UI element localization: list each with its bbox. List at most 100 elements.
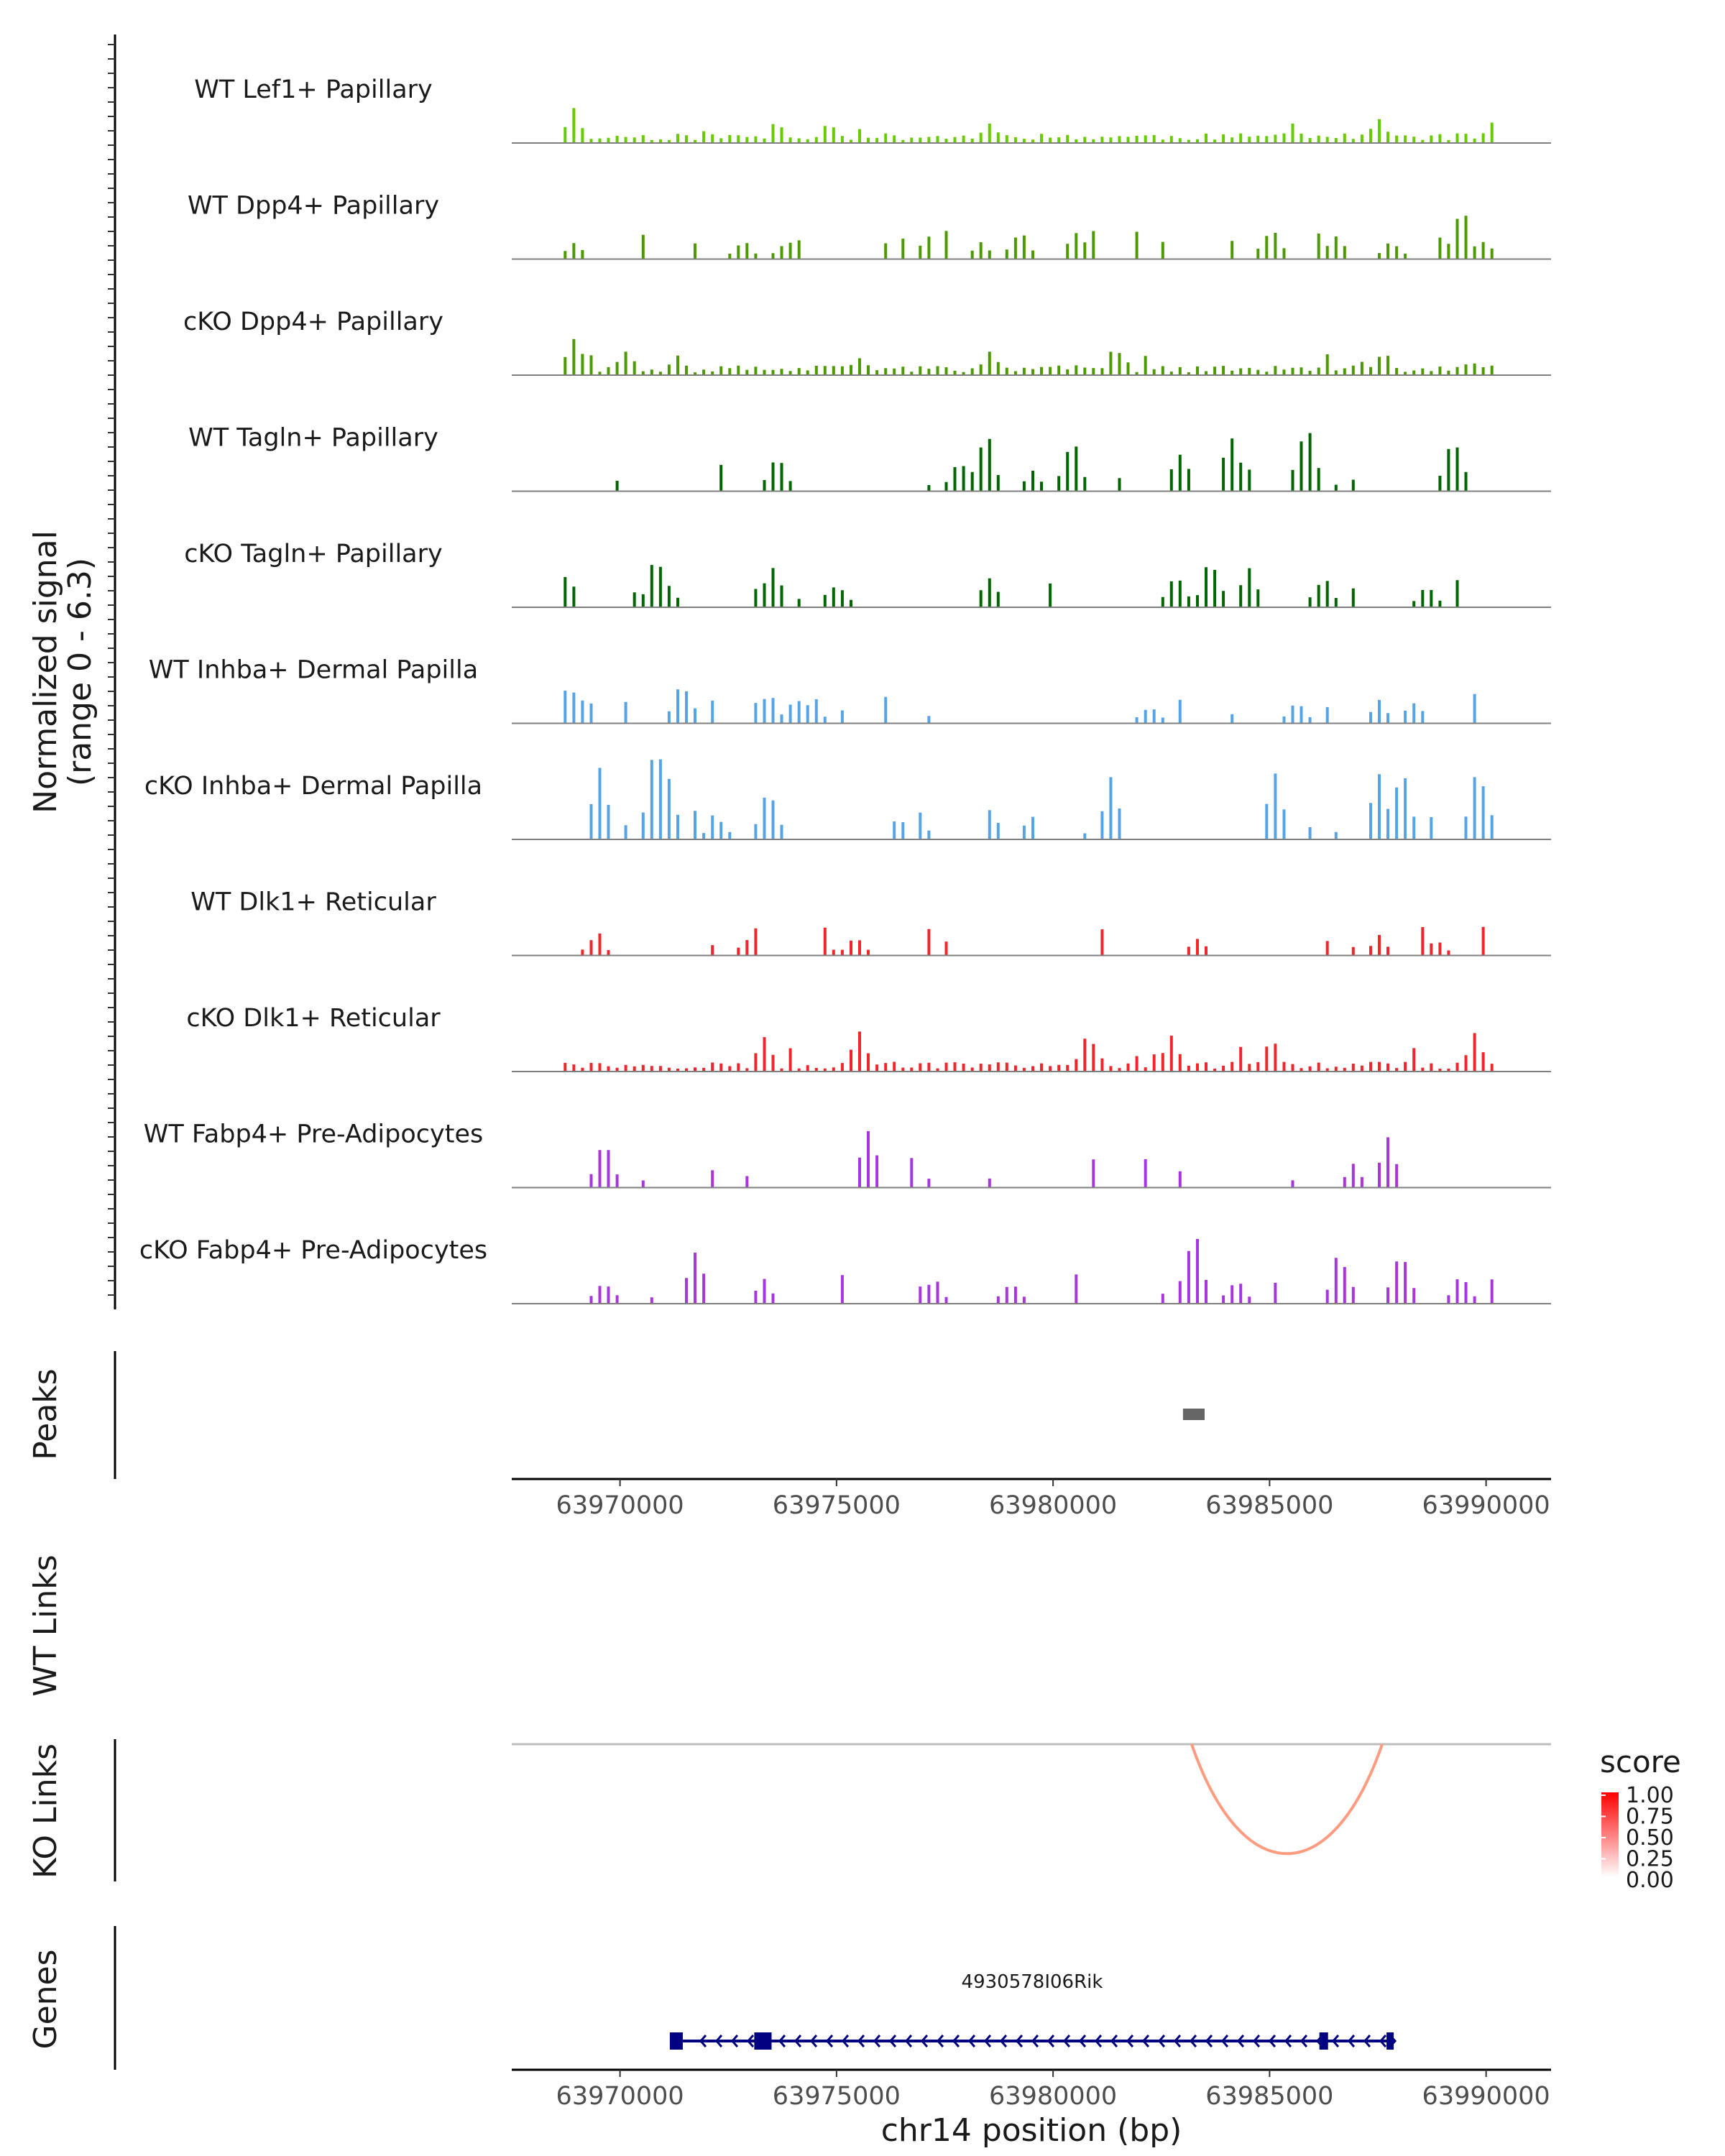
legend-colorbar <box>1601 1792 1619 1877</box>
strand-arrow <box>699 2035 707 2047</box>
strand-arrow <box>936 2035 944 2047</box>
wt-links-label: WT Links <box>27 1554 64 1696</box>
x-ticks-bottom: 63970000 63975000 63980000 63985000 63990000 <box>556 2070 1550 2111</box>
strand-arrow <box>1046 2035 1055 2047</box>
track-label: WT Lef1+ Papillary <box>194 75 433 104</box>
coverage-track: WT Lef1+ Papillary <box>194 75 1551 144</box>
strand-arrow <box>809 2035 818 2047</box>
x-tick-label: 63985000 <box>1205 1491 1333 1520</box>
coverage-track: WT Tagln+ Papillary <box>188 424 1551 492</box>
strand-arrow <box>999 2035 1008 2047</box>
coverage-signal <box>564 338 1495 375</box>
strand-arrow <box>1126 2035 1134 2047</box>
ko-links-label: KO Links <box>27 1743 64 1879</box>
strand-arrow <box>1173 2035 1182 2047</box>
strand-arrow <box>983 2035 992 2047</box>
coverage-signal <box>564 689 1495 724</box>
strand-arrow <box>778 2035 786 2047</box>
strand-arrow <box>825 2035 834 2047</box>
gene-name-label: 4930578I06Rik <box>962 1971 1103 1993</box>
track-label: WT Fabp4+ Pre-Adipocytes <box>144 1120 483 1149</box>
coverage-signal <box>564 108 1495 143</box>
legend-tick-label: 0.25 <box>1626 1847 1674 1872</box>
track-label: cKO Dlk1+ Reticular <box>186 1004 441 1033</box>
gene-exon <box>669 2032 683 2050</box>
strand-arrow <box>1236 2035 1245 2047</box>
legend-tick-label: 0.00 <box>1626 1868 1674 1893</box>
track-label: WT Inhba+ Dermal Papilla <box>149 656 478 685</box>
coverage-track: cKO Inhba+ Dermal Papilla <box>144 759 1551 840</box>
gene-exon <box>754 2032 772 2050</box>
coverage-signal <box>564 1031 1495 1072</box>
strand-arrow <box>1141 2035 1150 2047</box>
x-tick-label: 63980000 <box>989 1491 1117 1520</box>
legend-title: score <box>1600 1744 1681 1779</box>
strand-arrow <box>714 2035 723 2047</box>
coverage-ylabel-line1: Normalized signal <box>27 530 64 814</box>
strand-arrow <box>857 2035 865 2047</box>
strand-arrow <box>1347 2035 1356 2047</box>
links-panel: WT Links KO Links <box>27 1554 1551 1881</box>
track-label: cKO Inhba+ Dermal Papilla <box>144 772 482 801</box>
strand-arrow <box>952 2035 960 2047</box>
track-label: WT Dlk1+ Reticular <box>190 888 436 917</box>
coverage-signal <box>564 216 1495 259</box>
peaks-label: Peaks <box>27 1368 64 1460</box>
x-ticks-top: 63970000 63975000 63980000 63985000 63990000 <box>556 1479 1550 1520</box>
peaks-panel: Peaks 63970000 63975000 63980000 63985000 63… <box>27 1351 1551 1520</box>
peak-region <box>1182 1409 1205 1420</box>
x-tick-label: 63980000 <box>989 2082 1117 2111</box>
strand-arrow <box>967 2035 976 2047</box>
strand-arrow <box>920 2035 929 2047</box>
strand-arrow <box>1379 2035 1387 2047</box>
legend-tick-label: 1.00 <box>1626 1783 1674 1808</box>
x-tick-label: 63990000 <box>1422 2082 1550 2111</box>
strand-arrow <box>1157 2035 1166 2047</box>
ko-link-arcs <box>1190 1743 1384 1856</box>
coverage-y-ticks <box>108 44 115 1296</box>
strand-arrow <box>1078 2035 1087 2047</box>
x-tick-label: 63990000 <box>1422 1491 1550 1520</box>
x-axis-title: chr14 position (bp) <box>881 2112 1182 2149</box>
gene-exon <box>1319 2032 1328 2050</box>
coverage-track: cKO Tagln+ Papillary <box>184 540 1551 608</box>
x-tick-label: 63985000 <box>1205 2082 1333 2111</box>
coverage-track: cKO Fabp4+ Pre-Adipocytes <box>139 1236 1551 1304</box>
coverage-track: cKO Dpp4+ Papillary <box>183 308 1551 376</box>
coverage-signal <box>564 1239 1495 1304</box>
legend-ticks: 1.000.750.500.250.00 <box>1601 1783 1674 1893</box>
coverage-track: WT Dpp4+ Papillary <box>188 192 1551 260</box>
strand-arrow <box>1220 2035 1229 2047</box>
gene-model <box>669 2032 1397 2050</box>
strand-arrow <box>730 2035 739 2047</box>
coverage-ylabel-line2: (range 0 - 6.3) <box>62 558 98 786</box>
strand-arrow <box>746 2035 755 2047</box>
coverage-tracks: WT Lef1+ Papillary WT Dpp4+ Papillary cKO … <box>139 75 1551 1304</box>
coverage-signal <box>564 565 1495 607</box>
coverage-track: WT Dlk1+ Reticular <box>190 888 1551 957</box>
legend-tick-label: 0.75 <box>1626 1805 1674 1830</box>
strand-arrow <box>1284 2035 1292 2047</box>
strand-arrow <box>1015 2035 1024 2047</box>
strand-arrow <box>1110 2035 1118 2047</box>
strand-arrow <box>904 2035 913 2047</box>
strand-arrow <box>1252 2035 1261 2047</box>
score-legend: score 1.000.750.500.250.00 <box>1600 1744 1681 1893</box>
coverage-signal <box>564 433 1495 492</box>
strand-arrow <box>873 2035 881 2047</box>
track-label: cKO Fabp4+ Pre-Adipocytes <box>139 1236 487 1265</box>
strand-arrow <box>1363 2035 1371 2047</box>
ko-link-arc <box>1190 1743 1384 1856</box>
strand-arrow <box>888 2035 897 2047</box>
strand-arrow <box>1331 2035 1340 2047</box>
strand-arrow <box>1094 2035 1103 2047</box>
strand-arrow <box>1205 2035 1213 2047</box>
track-label: WT Dpp4+ Papillary <box>188 192 439 221</box>
peak-regions <box>1182 1409 1205 1420</box>
strand-arrow <box>1031 2035 1039 2047</box>
coverage-track: cKO Dlk1+ Reticular <box>186 1004 1551 1072</box>
coverage-signal <box>564 926 1495 956</box>
strand-arrow <box>1189 2035 1197 2047</box>
x-tick-label: 63970000 <box>556 2082 684 2111</box>
